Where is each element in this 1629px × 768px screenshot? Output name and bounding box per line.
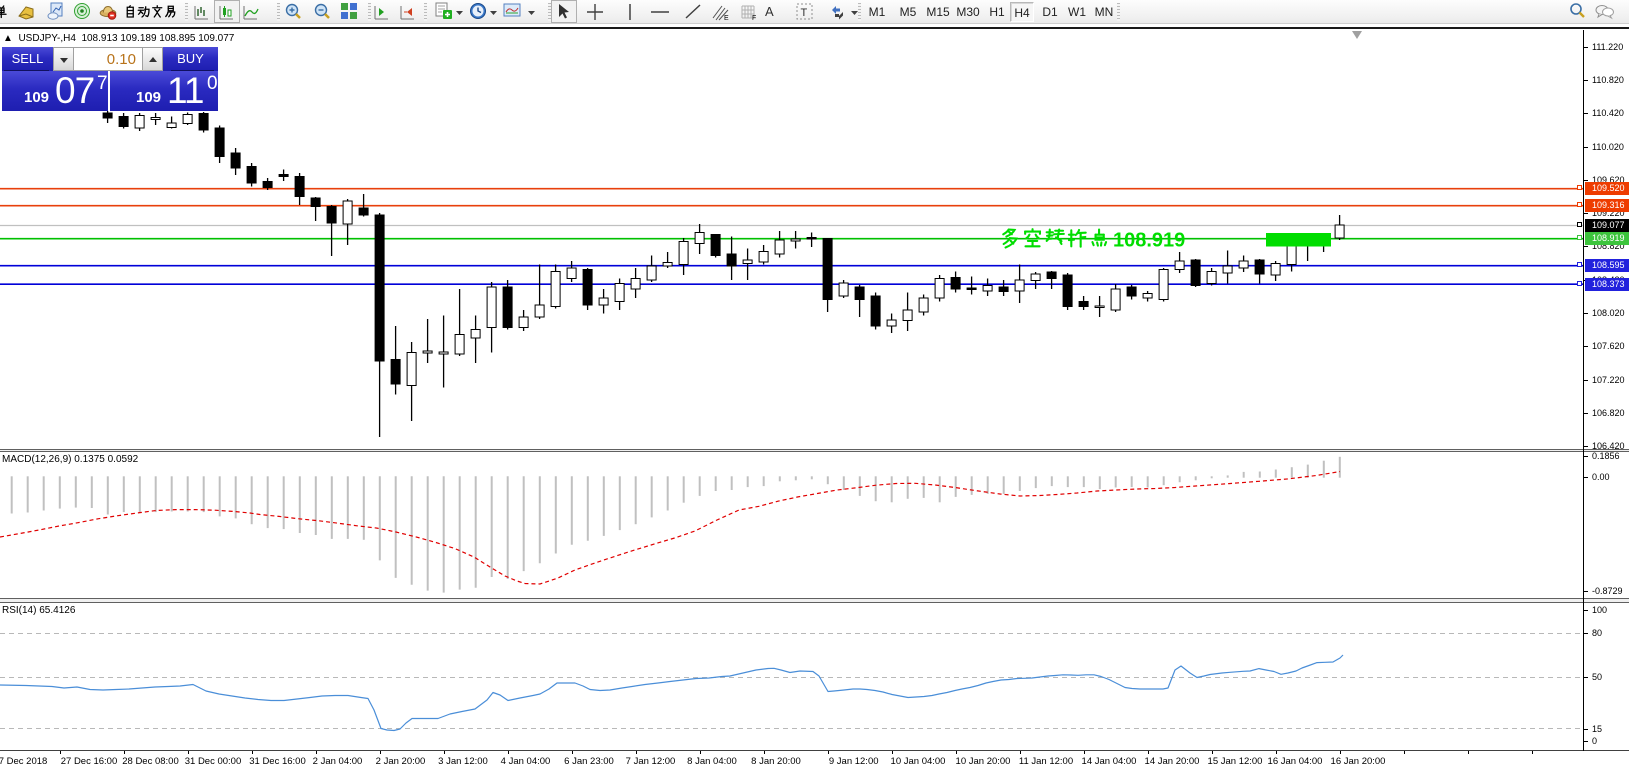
svg-text:E: E	[724, 15, 729, 22]
svg-text:A: A	[765, 4, 774, 19]
svg-text:T: T	[801, 7, 808, 19]
svg-text:108.919: 108.919	[1113, 230, 1185, 252]
svg-text:F: F	[752, 15, 756, 22]
